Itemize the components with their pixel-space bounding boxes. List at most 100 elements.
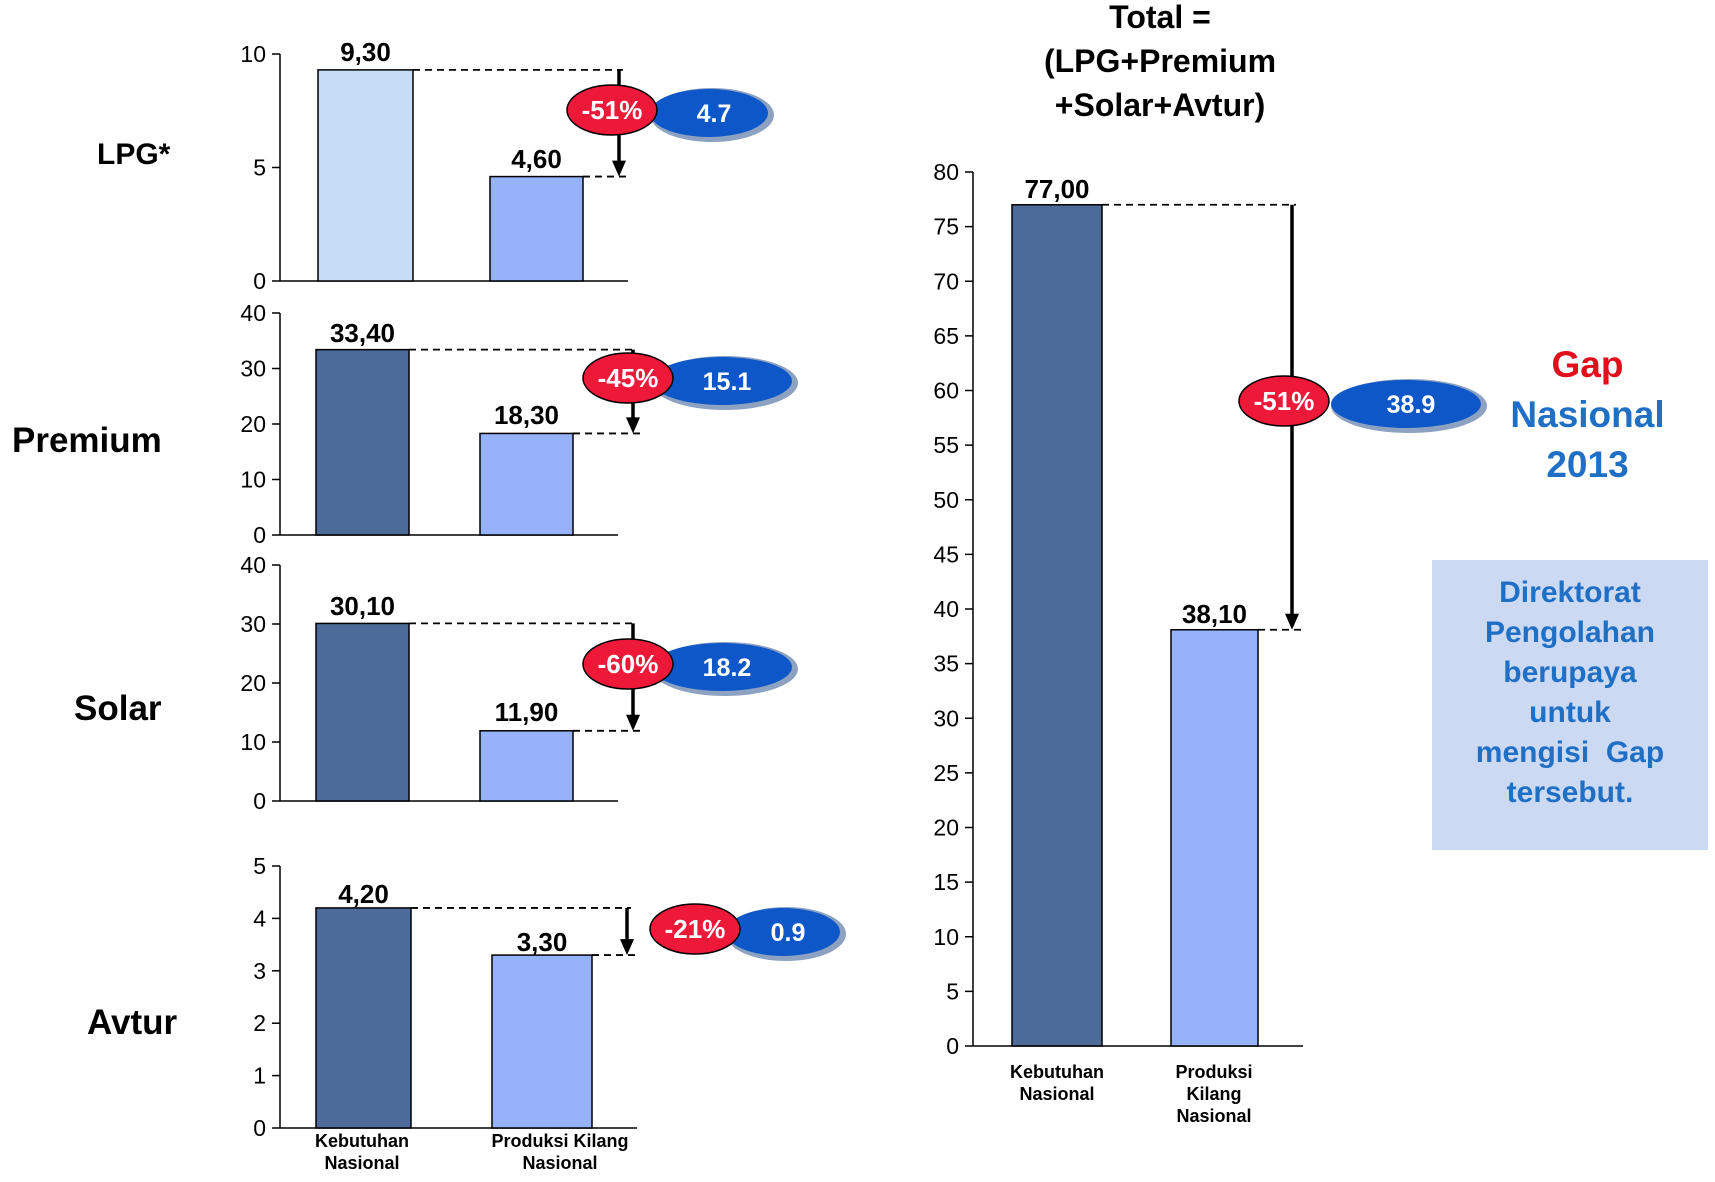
y-tick-label: 60 <box>933 378 959 404</box>
bar-value-label: 4,20 <box>338 879 389 909</box>
y-tick-label: 5 <box>253 155 266 181</box>
bar-value-label: 77,00 <box>1024 174 1089 204</box>
bar-value-label: 30,10 <box>330 591 395 621</box>
bar-value-label: 9,30 <box>340 37 391 67</box>
total-chart-title: (LPG+Premium <box>1044 43 1276 79</box>
gap-percent-badge <box>582 638 674 690</box>
bar <box>1170 629 1259 1047</box>
y-tick-label: 40 <box>933 596 959 622</box>
y-tick-label: 20 <box>240 411 266 437</box>
y-tick-label: 5 <box>253 853 266 879</box>
gap-percent-label: -51% <box>582 95 643 125</box>
gap-value-badge <box>652 357 792 405</box>
y-tick-label: 4 <box>253 905 266 931</box>
gap-title-line2: Nasional <box>1510 394 1665 435</box>
note-line: mengisi Gap <box>1475 736 1665 769</box>
label-lpg: LPG* <box>97 138 171 171</box>
y-tick-label: 0 <box>253 1115 266 1141</box>
gap-value-badge <box>726 908 840 956</box>
y-tick-label: 35 <box>933 651 959 677</box>
y-tick-label: 20 <box>933 815 959 841</box>
y-tick-label: 0 <box>253 522 266 548</box>
x-category-label: Kilang <box>1186 1084 1241 1104</box>
y-tick-label: 40 <box>240 552 266 578</box>
bar-value-label: 4,60 <box>511 144 562 174</box>
x-category-label: Produksi <box>1175 1062 1252 1082</box>
gap-percent-label: -60% <box>598 649 659 679</box>
bar-value-label: 18,30 <box>494 400 559 430</box>
y-tick-label: 25 <box>933 760 959 786</box>
gap-percent-label: -51% <box>1254 386 1315 416</box>
note-line: untuk <box>1529 696 1611 729</box>
y-tick-label: 45 <box>933 541 959 567</box>
y-tick-label: 75 <box>933 214 959 240</box>
note-line: Pengolahan <box>1484 616 1656 649</box>
label-premium: Premium <box>12 421 162 460</box>
bar <box>317 69 414 282</box>
gap-percent-badge <box>649 903 741 955</box>
bar <box>489 175 584 282</box>
y-tick-label: 10 <box>240 41 266 67</box>
y-tick-label: 1 <box>253 1063 266 1089</box>
bar <box>315 622 410 802</box>
gap-percent-badge <box>582 352 674 404</box>
note-line: Direktorat <box>1499 576 1641 609</box>
gap-nasional-title: Gap Nasional 2013 <box>1470 340 1705 490</box>
x-category-label: Kebutuhan <box>315 1131 409 1151</box>
y-tick-label: 40 <box>240 300 266 326</box>
gap-value-label: 18.2 <box>703 654 752 682</box>
y-tick-label: 55 <box>933 432 959 458</box>
gap-arrow-head <box>626 714 640 731</box>
y-tick-label: 65 <box>933 323 959 349</box>
note-box: Direktorat Pengolahan berupaya untuk men… <box>1432 560 1708 850</box>
y-tick-label: 10 <box>240 729 266 755</box>
bar-value-label: 11,90 <box>495 697 559 727</box>
y-tick-label: 0 <box>946 1033 959 1059</box>
y-tick-label: 0 <box>253 268 266 294</box>
y-tick-label: 30 <box>240 356 266 382</box>
bar-value-label: 33,40 <box>330 318 395 348</box>
y-tick-label: 2 <box>253 1010 266 1036</box>
x-category-label: Nasional <box>324 1153 399 1173</box>
bar <box>479 432 574 536</box>
gap-arrow-head <box>1285 613 1299 630</box>
y-tick-label: 20 <box>240 670 266 696</box>
x-category-label: Produksi Kilang <box>491 1131 628 1151</box>
note-line: berupaya <box>1503 656 1637 689</box>
label-solar: Solar <box>74 689 162 728</box>
gap-percent-badge <box>566 84 658 136</box>
y-tick-label: 5 <box>946 978 959 1004</box>
gap-value-badge <box>650 89 768 137</box>
y-tick-label: 0 <box>253 788 266 814</box>
total-chart-title: +Solar+Avtur) <box>1055 87 1265 123</box>
gap-percent-badge <box>1238 375 1330 427</box>
y-tick-label: 80 <box>933 159 959 185</box>
y-tick-label: 30 <box>240 611 266 637</box>
y-tick-label: 30 <box>933 705 959 731</box>
bar-value-label: 3,30 <box>517 927 568 957</box>
gap-value-badge <box>1331 380 1481 428</box>
x-category-label: Nasional <box>1019 1084 1094 1104</box>
x-category-label: Nasional <box>1176 1106 1251 1126</box>
gap-value-label: 38.9 <box>1387 391 1436 419</box>
y-tick-label: 10 <box>240 467 266 493</box>
x-category-label: Kebutuhan <box>1010 1062 1104 1082</box>
bar <box>315 907 412 1129</box>
gap-arrow-head <box>620 939 634 956</box>
gap-arrow-head <box>612 160 626 177</box>
x-category-label: Nasional <box>522 1153 597 1173</box>
gap-title-line1: Gap <box>1551 344 1624 385</box>
bar <box>479 730 574 802</box>
gap-percent-label: -21% <box>665 914 726 944</box>
y-tick-label: 10 <box>933 924 959 950</box>
y-tick-label: 50 <box>933 487 959 513</box>
bar <box>315 348 410 536</box>
y-tick-label: 3 <box>253 958 266 984</box>
gap-value-badge <box>652 643 792 691</box>
gap-value-label: 15.1 <box>703 368 752 396</box>
bar-value-label: 38,10 <box>1182 599 1247 629</box>
bar <box>1011 204 1103 1047</box>
gap-arrow-head <box>626 417 640 434</box>
gap-value-label: 0.9 <box>771 919 806 947</box>
